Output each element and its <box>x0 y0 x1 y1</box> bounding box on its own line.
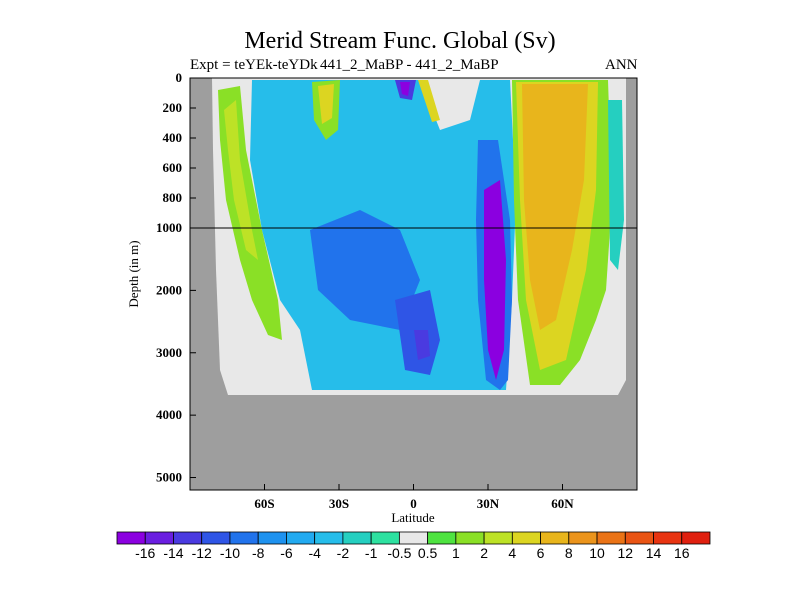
northern-positive-core <box>522 84 588 330</box>
colorbar-swatch <box>483 531 513 545</box>
colorbar-swatch <box>229 531 259 545</box>
colorbar-label: -1 <box>365 545 378 561</box>
y-tick-label: 600 <box>163 160 183 175</box>
colorbar-swatch <box>144 531 174 545</box>
southern-positive-core <box>224 100 258 260</box>
colorbar-swatch <box>257 531 287 545</box>
strong-negative-lobe-deep <box>414 330 430 360</box>
colorbar-swatch <box>398 531 429 545</box>
x-axis: 60S 30S 0 30N 60N <box>254 484 574 511</box>
x-axis-label: Latitude <box>391 510 435 525</box>
y-tick-label: 4000 <box>156 407 182 422</box>
colorbar: -16 -14 -12 -10 -8 -6 -4 -2 -1 -0.5 0.5 1 2 4 6 8 10 12 14… <box>116 531 711 561</box>
y-tick-label: 200 <box>163 100 183 115</box>
colorbar-label: 16 <box>674 545 690 561</box>
colorbar-label: -0.5 <box>387 545 411 561</box>
colorbar-swatch <box>540 531 570 545</box>
near-surface-negative-core <box>400 82 410 96</box>
y-tick-label: 3000 <box>156 345 182 360</box>
colorbar-swatch <box>427 531 457 545</box>
y-axis-label: Depth (in m) <box>126 240 141 307</box>
colorbar-swatch <box>596 531 626 545</box>
colorbar-label: 14 <box>646 545 662 561</box>
season-label: ANN <box>605 57 638 73</box>
colorbar-label: -6 <box>280 545 293 561</box>
y-tick-label: 2000 <box>156 282 182 297</box>
colorbar-label: 10 <box>589 545 605 561</box>
y-tick-label: 800 <box>163 190 183 205</box>
colorbar-swatch <box>511 531 541 545</box>
colorbar-label: 1 <box>452 545 460 561</box>
colorbar-swatch <box>173 531 203 545</box>
experiment-name: 441_2_MaBP - 441_2_MaBP <box>320 57 499 73</box>
colorbar-label: 2 <box>480 545 488 561</box>
colorbar-label: -4 <box>308 545 321 561</box>
colorbar-swatch <box>455 531 485 545</box>
colorbar-swatch <box>286 531 316 545</box>
colorbar-swatch <box>342 531 372 545</box>
colorbar-swatch <box>314 531 344 545</box>
x-tick-label: 30N <box>477 496 500 511</box>
colorbar-label: -10 <box>220 545 240 561</box>
x-tick-label: 0 <box>410 496 417 511</box>
colorbar-swatch <box>624 531 654 545</box>
y-tick-label: 0 <box>176 70 183 85</box>
colorbar-swatch <box>370 531 400 545</box>
plot-area <box>190 78 637 490</box>
colorbar-label: 8 <box>565 545 573 561</box>
colorbar-label: 6 <box>537 545 545 561</box>
chart-title: Merid Stream Func. Global (Sv) <box>244 28 556 54</box>
upper-positive-core <box>318 84 334 124</box>
colorbar-swatch <box>568 531 598 545</box>
colorbar-label: 0.5 <box>418 545 438 561</box>
colorbar-label: 4 <box>508 545 516 561</box>
colorbar-swatch <box>653 531 683 545</box>
colorbar-swatch <box>681 531 711 545</box>
y-tick-label: 5000 <box>156 470 182 485</box>
x-tick-label: 60S <box>254 496 274 511</box>
y-tick-label: 1000 <box>156 220 182 235</box>
moderate-negative-lobe-south <box>310 210 420 330</box>
colorbar-label: -8 <box>252 545 265 561</box>
x-tick-label: 60N <box>551 496 574 511</box>
northern-negative-core <box>484 180 506 380</box>
colorbar-label: -2 <box>337 545 350 561</box>
x-tick-label: 30S <box>329 496 349 511</box>
colorbar-swatch <box>116 531 146 545</box>
y-axis-lower: 2000 3000 4000 5000 <box>156 282 196 485</box>
near-surface-positive <box>418 80 440 122</box>
y-tick-label: 400 <box>163 130 183 145</box>
experiment-label: Expt = teYEk-teYDk <box>190 57 318 73</box>
y-axis-upper: 0 200 400 600 800 1000 <box>156 70 196 235</box>
colorbar-swatch <box>201 531 231 545</box>
colorbar-label: -14 <box>163 545 183 561</box>
colorbar-label: -16 <box>135 545 155 561</box>
colorbar-label: 12 <box>617 545 633 561</box>
colorbar-label: -12 <box>192 545 212 561</box>
